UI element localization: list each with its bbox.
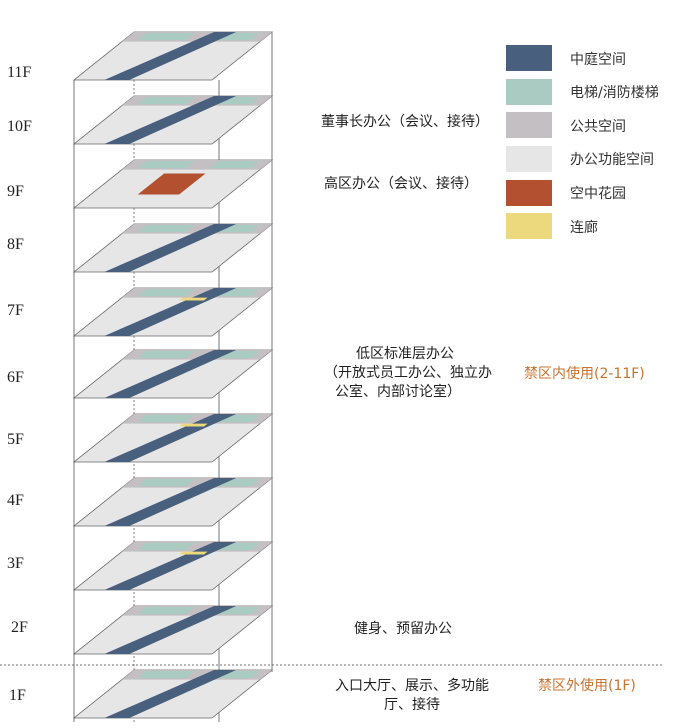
- legend-swatch-elevator: [506, 79, 552, 105]
- elevator-core-left-4f: [137, 478, 195, 487]
- courtyard-8f: [104, 224, 237, 272]
- legend: 中庭空间 电梯/消防楼梯 公共空间 办公功能空间 空中花园 连廊: [506, 45, 659, 239]
- floor-label-8: 8F: [7, 236, 24, 253]
- annotation-lobby-line1: 入口大厅、展示、多功能: [335, 677, 489, 694]
- courtyard-11f: [104, 32, 237, 80]
- elevator-core-left-8f: [137, 224, 195, 233]
- legend-swatch-garden: [506, 180, 552, 206]
- elevator-core-left-7f: [137, 288, 195, 297]
- floor-label-3: 3F: [7, 555, 24, 572]
- zone-labels: 禁区内使用(2-11F) 禁区外使用(1F): [524, 365, 645, 694]
- annotations: 董事长办公（会议、接待） 高区办公（会议、接待） 低区标准层办公 （开放式员工办…: [321, 113, 492, 713]
- elevator-core-left-9f: [137, 160, 195, 169]
- legend-label-public: 公共空间: [570, 119, 626, 135]
- floor-stack: [72, 31, 274, 719]
- annotation-low-zone-line2: （开放式员工办公、独立办: [324, 365, 492, 381]
- legend-label-garden: 空中花园: [570, 186, 626, 202]
- floor-label-5: 5F: [7, 431, 24, 448]
- annotation-fitness: 健身、预留办公: [354, 621, 452, 637]
- elevator-core-left-5f: [137, 414, 195, 423]
- courtyard-2f: [104, 606, 237, 654]
- annotation-lobby-line2: 厅、接待: [384, 696, 440, 713]
- legend-label-corridor: 连廊: [570, 219, 598, 236]
- floor-label-9: 9F: [7, 183, 24, 200]
- annotation-chairman: 董事长办公（会议、接待）: [321, 113, 489, 130]
- elevator-core-left-2f: [137, 606, 195, 615]
- elevator-core-left-10f: [137, 96, 195, 105]
- elevator-core-left-6f: [137, 350, 195, 359]
- floor-label-10: 10F: [7, 118, 32, 135]
- annotation-low-zone-line1: 低区标准层办公: [356, 346, 454, 362]
- floor-label-11: 11F: [7, 64, 31, 81]
- legend-swatch-office: [506, 146, 552, 172]
- floor-label-6: 6F: [7, 369, 24, 386]
- floor-label-1: 1F: [9, 687, 26, 704]
- link-corridor-7f: [179, 297, 208, 301]
- sky-garden-9f: [137, 173, 206, 195]
- elevator-core-left-3f: [137, 542, 195, 551]
- courtyard-6f: [104, 350, 237, 398]
- elevator-core-right-9f: [209, 160, 260, 169]
- link-corridor-5f: [179, 423, 208, 427]
- link-corridor-3f: [179, 551, 208, 555]
- zone-outside-label: 禁区外使用(1F): [538, 677, 636, 694]
- legend-label-elevator: 电梯/消防楼梯: [570, 85, 659, 101]
- courtyard-10f: [104, 96, 237, 144]
- legend-swatch-corridor: [506, 213, 552, 239]
- legend-swatch-courtyard: [506, 45, 552, 71]
- floor-label-2: 2F: [11, 619, 28, 636]
- elevator-core-left-11f: [137, 32, 195, 41]
- courtyard-4f: [104, 478, 237, 526]
- floor-label-7: 7F: [7, 302, 24, 319]
- legend-swatch-public: [506, 112, 552, 138]
- legend-label-courtyard: 中庭空间: [570, 51, 626, 68]
- legend-label-office: 办公功能空间: [570, 152, 654, 168]
- floor-labels: 11F 10F 9F 8F 7F 6F 5F 4F 3F 2F 1F: [7, 64, 32, 704]
- annotation-low-zone-line3: 公室、内部讨论室）: [335, 383, 461, 400]
- zone-inside-label: 禁区内使用(2-11F): [524, 365, 645, 382]
- floor-label-4: 4F: [7, 492, 24, 509]
- annotation-high-zone: 高区办公（会议、接待）: [324, 175, 478, 192]
- courtyard-1f: [104, 670, 237, 718]
- elevator-core-left-1f: [137, 670, 195, 679]
